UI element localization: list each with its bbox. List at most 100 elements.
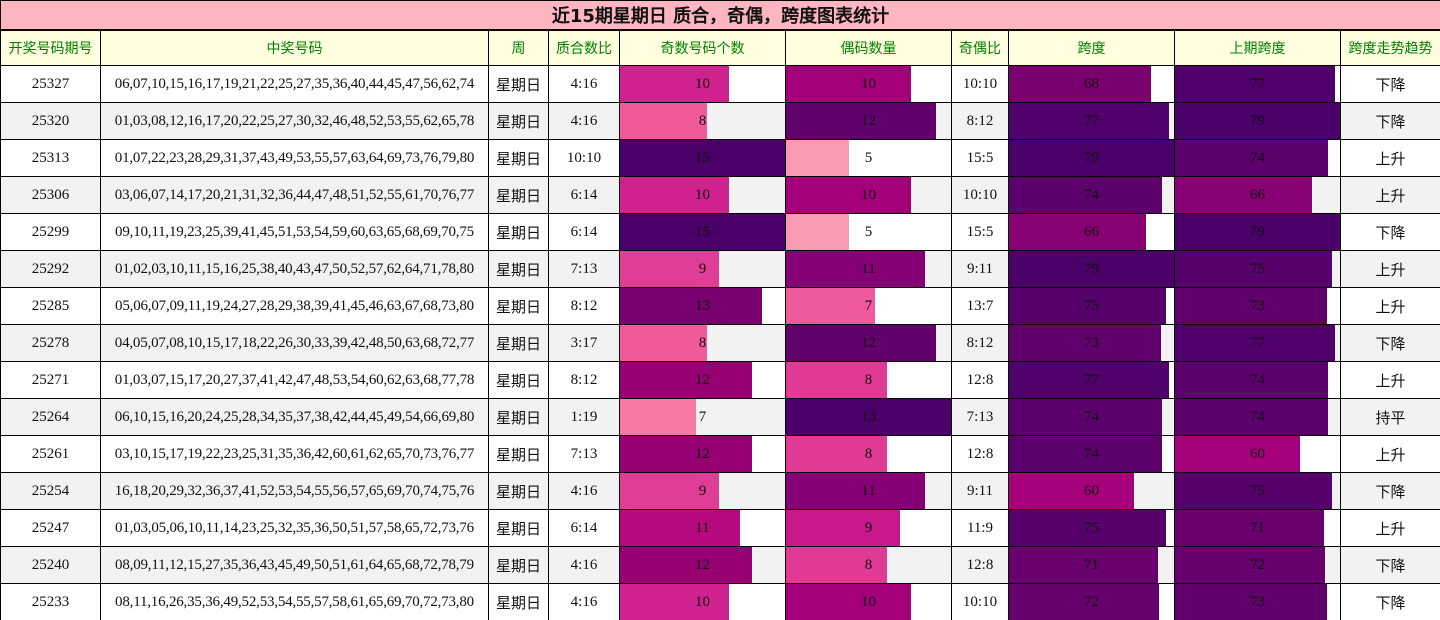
issue-cell: 25254	[0, 472, 101, 510]
header-oe-ratio: 奇偶比	[951, 29, 1009, 66]
prev-span-bar: 73	[1174, 287, 1341, 325]
bar-value: 66	[1084, 223, 1099, 240]
bar-value: 7	[698, 408, 707, 425]
bar-value: 60	[1250, 445, 1265, 462]
span-bar: 79	[1008, 250, 1175, 288]
prev-span-bar: 75	[1174, 250, 1341, 288]
bar-fill	[620, 547, 752, 583]
table-row: 25240 08,09,11,12,15,27,35,36,43,45,49,5…	[0, 546, 1440, 584]
winning-numbers-cell: 01,07,22,23,28,29,31,37,43,49,53,55,57,6…	[100, 139, 489, 177]
trend-cell: 上升	[1339, 139, 1440, 177]
issue-cell: 25306	[0, 176, 101, 214]
prev-span-bar: 72	[1174, 546, 1341, 584]
bar-value: 74	[1250, 371, 1265, 388]
bar-fill	[1009, 214, 1146, 250]
span-bar: 73	[1008, 324, 1175, 362]
issue-cell: 25247	[0, 509, 101, 547]
header-odd-count: 奇数号码个数	[619, 29, 786, 66]
bar-value: 77	[1084, 371, 1099, 388]
odd-count-bar: 10	[619, 176, 786, 214]
trend-cell: 上升	[1339, 509, 1440, 547]
winning-numbers-cell: 03,10,15,17,19,22,23,25,31,35,36,42,60,6…	[100, 435, 489, 473]
week-cell: 星期日	[488, 583, 549, 620]
table-row: 25233 08,11,16,26,35,36,49,52,53,54,55,5…	[0, 583, 1440, 620]
winning-numbers-cell: 06,07,10,15,16,17,19,21,22,25,27,35,36,4…	[100, 65, 489, 103]
issue-cell: 25320	[0, 102, 101, 140]
odd-count-bar: 10	[619, 65, 786, 103]
winning-numbers-cell: 16,18,20,29,32,36,37,41,52,53,54,55,56,5…	[100, 472, 489, 510]
bar-fill	[786, 362, 887, 398]
issue-cell: 25261	[0, 435, 101, 473]
bar-fill	[1175, 214, 1340, 250]
odd-count-bar: 15	[619, 213, 786, 251]
winning-numbers-cell: 01,02,03,10,11,15,16,25,38,40,43,47,50,5…	[100, 250, 489, 288]
odd-count-bar: 8	[619, 324, 786, 362]
bar-fill	[1009, 103, 1170, 139]
odd-count-bar: 7	[619, 398, 786, 436]
bar-value: 8	[864, 371, 873, 388]
bar-value: 74	[1084, 408, 1099, 425]
bar-value: 68	[1084, 75, 1099, 92]
bar-fill	[1009, 547, 1158, 583]
bar-fill	[1175, 399, 1329, 435]
prev-span-bar: 66	[1174, 176, 1341, 214]
even-count-bar: 8	[785, 361, 952, 399]
odd-count-bar: 8	[619, 102, 786, 140]
header-week: 周	[488, 29, 549, 66]
oe-ratio-cell: 10:10	[951, 176, 1009, 214]
even-count-bar: 11	[785, 250, 952, 288]
prev-span-bar: 60	[1174, 435, 1341, 473]
table-row: 25306 03,06,07,14,17,20,21,31,32,36,44,4…	[0, 176, 1440, 214]
table-row: 25254 16,18,20,29,32,36,37,41,52,53,54,5…	[0, 472, 1440, 510]
bar-fill	[620, 177, 729, 213]
bar-fill	[1009, 399, 1163, 435]
span-bar: 75	[1008, 287, 1175, 325]
week-cell: 星期日	[488, 324, 549, 362]
bar-fill	[1175, 140, 1329, 176]
bar-value: 8	[698, 112, 707, 129]
prime-ratio-cell: 4:16	[548, 102, 620, 140]
week-cell: 星期日	[488, 472, 549, 510]
table-row: 25271 01,03,07,15,17,20,27,37,41,42,47,4…	[0, 361, 1440, 399]
bar-value: 8	[698, 334, 707, 351]
bar-value: 7	[864, 297, 873, 314]
bar-fill	[1009, 473, 1135, 509]
bar-fill	[620, 325, 708, 361]
winning-numbers-cell: 08,11,16,26,35,36,49,52,53,54,55,57,58,6…	[100, 583, 489, 620]
bar-value: 13	[861, 408, 876, 425]
winning-numbers-cell: 08,09,11,12,15,27,35,36,43,45,49,50,51,6…	[100, 546, 489, 584]
span-bar: 72	[1008, 583, 1175, 620]
bar-value: 12	[695, 445, 710, 462]
bar-value: 12	[861, 334, 876, 351]
span-bar: 77	[1008, 361, 1175, 399]
prime-ratio-cell: 6:14	[548, 176, 620, 214]
bar-fill	[1175, 547, 1326, 583]
bar-value: 11	[695, 519, 710, 536]
oe-ratio-cell: 15:5	[951, 213, 1009, 251]
bar-value: 71	[1250, 519, 1265, 536]
oe-ratio-cell: 15:5	[951, 139, 1009, 177]
bar-fill	[1175, 584, 1327, 620]
odd-count-bar: 15	[619, 139, 786, 177]
table-row: 25261 03,10,15,17,19,22,23,25,31,35,36,4…	[0, 435, 1440, 473]
bar-fill	[620, 399, 696, 435]
prev-span-bar: 74	[1174, 361, 1341, 399]
bar-fill	[786, 66, 912, 102]
odd-count-bar: 12	[619, 546, 786, 584]
bar-value: 71	[1084, 556, 1099, 573]
oe-ratio-cell: 7:13	[951, 398, 1009, 436]
issue-cell: 25285	[0, 287, 101, 325]
bar-value: 12	[695, 371, 710, 388]
bar-value: 8	[864, 445, 873, 462]
bar-value: 75	[1250, 482, 1265, 499]
header-row: 开奖号码期号 中奖号码 周 质合数比 奇数号码个数 偶码数量 奇偶比 跨度 上期…	[0, 29, 1440, 66]
even-count-bar: 7	[785, 287, 952, 325]
odd-count-bar: 10	[619, 583, 786, 620]
trend-cell: 下降	[1339, 324, 1440, 362]
header-prime-ratio: 质合数比	[548, 29, 620, 66]
week-cell: 星期日	[488, 176, 549, 214]
bar-value: 73	[1250, 593, 1265, 610]
bar-value: 9	[698, 482, 707, 499]
trend-cell: 下降	[1339, 546, 1440, 584]
prev-span-bar: 77	[1174, 65, 1341, 103]
